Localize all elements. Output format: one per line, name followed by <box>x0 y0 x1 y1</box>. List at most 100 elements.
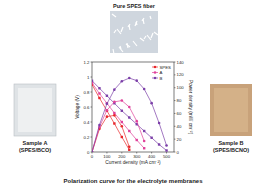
y2-tick-label: 60 <box>177 111 182 116</box>
point-circle <box>121 125 124 128</box>
legend-marker <box>154 66 156 68</box>
y-tick-label: 0.2 <box>84 135 91 140</box>
y-tick <box>91 122 93 123</box>
photo-a-film <box>18 88 52 132</box>
point-circle <box>113 101 116 104</box>
point-square <box>150 137 152 139</box>
y-tick-label: 0.8 <box>84 90 91 95</box>
fiber <box>129 25 130 30</box>
fiber <box>154 32 158 35</box>
y2-tick <box>174 139 176 140</box>
y2-tick <box>174 87 176 88</box>
plot-frame <box>92 62 174 152</box>
series-line <box>92 83 144 148</box>
y2-tick-label: 120 <box>177 72 185 77</box>
series-line <box>92 85 129 150</box>
fiber <box>127 43 128 48</box>
point-square <box>143 130 145 132</box>
point-square <box>121 121 123 123</box>
x-tick-label: 400 <box>148 154 156 159</box>
y2-tick <box>174 62 176 63</box>
series-line <box>92 81 167 151</box>
point-circle <box>121 80 124 83</box>
fiber <box>117 29 121 34</box>
label-right: Sample B <box>218 140 243 146</box>
point-circle <box>165 144 168 147</box>
point-square <box>128 116 130 118</box>
point-circle <box>143 140 146 143</box>
point-square <box>92 80 93 82</box>
x-tick-label: 500 <box>163 154 171 159</box>
fiber <box>142 18 144 21</box>
point-circle <box>143 88 146 91</box>
point-circle <box>135 120 138 123</box>
y2-tick-label: 140 <box>177 60 185 65</box>
fiber <box>144 36 146 39</box>
y2-tick <box>174 152 176 153</box>
point-square <box>128 130 130 132</box>
figure: Pure SPES fiberSample A(SPES/BCO)Sample … <box>0 0 266 189</box>
y-tick <box>91 107 93 108</box>
point-square <box>136 139 138 141</box>
y-tick-label: 0.4 <box>84 120 91 125</box>
legend-label: A <box>160 70 163 75</box>
point-circle <box>135 79 138 82</box>
photo-a <box>14 84 56 136</box>
point-circle <box>113 114 116 117</box>
point-circle <box>92 151 93 152</box>
x-tick-label: 0 <box>91 154 94 159</box>
point-square <box>165 149 167 151</box>
point-circle <box>121 99 124 102</box>
y-tick-label: 1 <box>87 75 90 80</box>
point-square <box>113 122 115 124</box>
fiber <box>140 38 144 41</box>
point-circle <box>128 77 131 80</box>
point-circle <box>113 88 116 91</box>
y2-tick-label: 0 <box>177 150 180 155</box>
y-tick <box>91 92 93 93</box>
point-square <box>106 95 108 97</box>
fiber <box>147 35 151 40</box>
y-tick-label: 0.6 <box>84 105 91 110</box>
y2-tick <box>174 113 176 114</box>
photo-b-film <box>214 88 248 132</box>
legend: SPESAB <box>152 65 171 81</box>
y2-tick <box>174 126 176 127</box>
series-line <box>92 78 167 152</box>
x-axis-label: Current density (mA cm⁻²) <box>105 160 161 165</box>
photo-bg <box>110 11 158 53</box>
y2-tick <box>174 74 176 75</box>
fiber <box>136 22 137 25</box>
fiber <box>114 30 116 33</box>
label-right: (SPES/BCNO) <box>213 147 249 153</box>
point-circle <box>98 124 101 127</box>
fiber <box>113 49 114 54</box>
legend-line <box>152 78 158 79</box>
y2-tick-label: 80 <box>177 98 182 103</box>
legend-label: B <box>160 76 163 81</box>
x-tick-label: 200 <box>118 154 126 159</box>
fiber <box>133 41 137 46</box>
y2-tick-label: 40 <box>177 124 182 129</box>
y2-tick <box>174 100 176 101</box>
label-left: Sample A <box>23 140 48 146</box>
point-circle <box>150 102 153 105</box>
point-circle <box>106 102 109 105</box>
point-circle <box>128 146 131 149</box>
point-square <box>121 136 123 138</box>
x-tick-label: 300 <box>133 154 141 159</box>
x-tick-label: 100 <box>103 154 111 159</box>
fiber <box>143 19 144 24</box>
fiber <box>151 33 153 38</box>
label-top: Pure SPES fiber <box>113 3 156 9</box>
fiber <box>150 16 151 19</box>
point-square <box>98 87 100 89</box>
point-square <box>128 149 130 151</box>
photo-b <box>210 84 252 136</box>
y-tick <box>91 62 93 63</box>
photo-top <box>110 11 158 54</box>
legend-line <box>152 72 158 73</box>
point-circle <box>128 106 131 109</box>
y-tick <box>91 137 93 138</box>
fiber <box>121 27 123 32</box>
